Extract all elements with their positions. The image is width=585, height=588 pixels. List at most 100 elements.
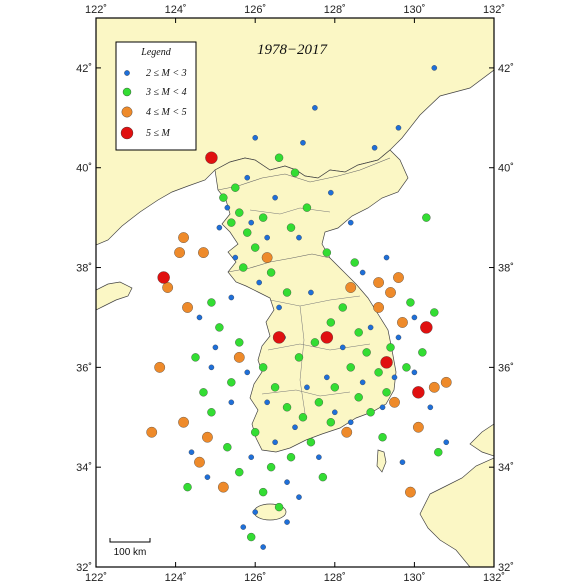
tsushima-island [376,449,387,473]
earthquake-minor [379,404,386,411]
earthquake-minor [328,189,334,196]
earthquake-moderate [178,232,189,243]
earthquake-light [251,243,260,252]
earthquake-light [326,418,335,427]
earthquake-minor [443,439,450,446]
earthquake-light [290,168,300,177]
earthquake-light [227,378,236,387]
earthquake-moderate [413,421,424,433]
earthquake-light [235,338,244,347]
earthquake-moderate [405,486,416,498]
earthquake-moderate [428,381,440,393]
earthquake-light [286,223,296,232]
korean-peninsula [214,149,409,453]
lat-tick-label-right: 34˚ [498,462,514,474]
lon-tick-label-top: 126˚ [244,4,266,16]
earthquake-moderate [373,277,384,288]
earthquake-minor [212,344,219,351]
earthquake-minor [359,379,366,386]
earthquake-minor [248,454,254,460]
earthquake-minor [260,544,266,550]
earthquake-moderate [397,317,408,328]
earthquake-light [326,318,335,327]
legend-label-strong: 5 ≤ M [146,128,170,139]
lon-tick-label-bottom: 132˚ [483,572,505,584]
legend-label-light: 3 ≤ M < 4 [145,87,187,98]
earthquake-light [350,258,359,267]
earthquake-points [146,65,452,550]
lon-tick-label-bottom: 126˚ [244,572,266,584]
legend-marker-strong [120,126,134,140]
earthquake-minor [383,254,390,261]
earthquake-light [322,248,332,257]
earthquake-minor [431,65,438,71]
earthquake-minor [224,204,231,211]
earthquake-light [227,218,236,227]
earthquake-minor [339,344,346,351]
earthquake-minor [304,384,310,391]
earthquake-minor [296,494,302,500]
earthquake-light [191,353,200,362]
earthquake-minor [312,105,318,111]
earthquake-minor [232,254,239,261]
earthquake-minor [284,479,290,485]
earthquake-minor [316,454,322,460]
earthquake-light [422,213,431,222]
earthquake-light [386,343,395,352]
earthquake-minor [395,334,402,341]
earthquake-light [314,398,324,407]
earthquake-light [239,263,248,272]
lat-tick-label-left: 34˚ [76,462,92,474]
earthquake-minor [391,374,398,381]
earthquake-moderate [162,282,174,293]
earthquake-minor [332,409,338,416]
earthquake-moderate [217,481,229,493]
earthquake-light [266,268,276,277]
earthquake-light [418,348,427,357]
earthquake-strong [380,356,393,369]
province-border [261,389,351,397]
earthquake-moderate [373,302,384,313]
earthquake-minor [204,474,211,480]
earthquake-light [318,472,328,482]
earthquake-light [298,413,308,422]
earthquake-moderate [154,361,166,373]
scale-bar-line [109,538,151,543]
earthquake-minor [347,419,354,426]
lon-tick-label-top: 124˚ [165,4,187,16]
earthquake-minor [188,449,195,455]
earthquake-moderate [146,426,158,438]
earthquake-minor [296,234,302,241]
earthquake-light [243,228,252,237]
earthquake-moderate [178,416,189,428]
earthquake-moderate [389,396,400,408]
earthquake-moderate [440,376,452,388]
earthquake-moderate [341,426,353,438]
earthquake-moderate [194,456,205,468]
earthquake-minor [264,234,270,241]
legend-marker-minor [124,70,130,76]
legend-marker-light [122,87,132,97]
earthquake-moderate [198,247,209,258]
earthquake-moderate [182,302,193,313]
province-border [267,343,371,351]
earthquake-minor [252,509,258,515]
earthquake-light [251,428,260,437]
earthquake-light [258,487,268,497]
earthquake-light [235,208,244,217]
earthquake-light [406,298,415,307]
earthquake-light [258,363,268,372]
earthquake-light [215,323,224,332]
earthquake-light [302,203,312,212]
earthquake-light [235,467,244,477]
legend: Legend 2 ≤ M < 3 3 ≤ M < 4 4 ≤ M < 5 5 ≤… [115,41,197,151]
earthquake-moderate [233,352,245,363]
earthquake-light [366,408,375,417]
lat-tick-label-right: 40˚ [498,163,514,175]
axis-ticks: 122˚ 122˚ 124˚ 124˚ 126˚ 126˚ 128˚ 128˚ 130˚ 130˚… [76,4,514,584]
earthquake-light [378,433,387,442]
legend-marker-moderate [121,106,133,118]
earthquake-minor [427,404,434,411]
earthquake-moderate [202,431,213,443]
